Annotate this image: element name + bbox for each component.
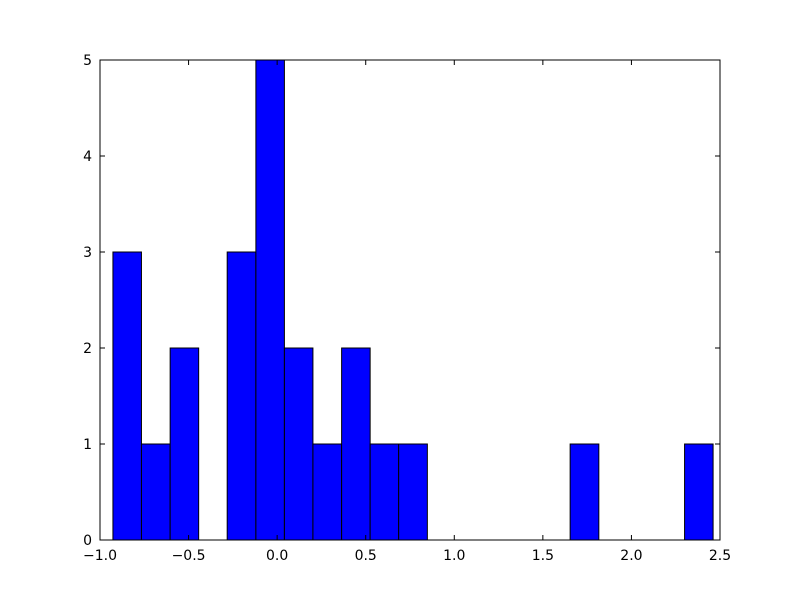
y-tick-label: 1 [83, 437, 92, 453]
bar [341, 347, 371, 541]
y-tick-label: 3 [83, 245, 92, 261]
x-tick-label: 2.0 [620, 548, 642, 564]
bar [255, 59, 285, 541]
bar [169, 347, 200, 541]
x-tick-label: −0.5 [172, 548, 206, 564]
bar [312, 443, 343, 541]
bar [684, 443, 714, 541]
y-tick-label: 4 [83, 149, 92, 165]
x-tick-label: 0.0 [266, 548, 288, 564]
x-tick-label: 1.0 [443, 548, 465, 564]
bar [112, 251, 142, 541]
bar [398, 443, 428, 541]
y-tick-label: 5 [83, 53, 92, 69]
x-tick-label: 0.5 [355, 548, 377, 564]
bar [140, 443, 171, 541]
x-tick-label: −1.0 [83, 548, 117, 564]
y-tick-label: 2 [83, 341, 92, 357]
bar [369, 443, 400, 541]
bar [226, 251, 257, 541]
x-tick-label: 1.5 [532, 548, 554, 564]
bar [569, 443, 600, 541]
bar [283, 347, 314, 541]
y-tick-label: 0 [83, 533, 92, 549]
plot-frame [99, 59, 721, 541]
x-tick-label: 2.5 [709, 548, 731, 564]
